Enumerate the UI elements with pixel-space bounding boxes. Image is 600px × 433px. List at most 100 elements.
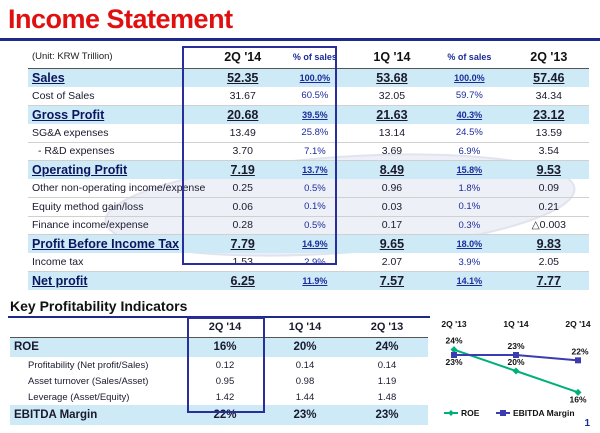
legend-marker <box>500 410 506 416</box>
kpi-value-cell: 23% <box>346 405 428 425</box>
value-cell: 8.49 <box>353 160 431 179</box>
kpi-value-cell: 0.12 <box>215 359 235 371</box>
unit-label: (Unit: KRW Trillion) <box>28 46 210 69</box>
row-label: Net profit <box>28 271 210 290</box>
col-header-2q14: 2Q '14 <box>209 46 277 69</box>
value-cell: 53.68 <box>353 68 431 87</box>
data-label: 20% <box>507 357 524 367</box>
value-cell: 34.34 <box>508 86 589 106</box>
chart-category-label: 2Q '13 <box>441 319 466 329</box>
pct-cell: 2.9% <box>276 253 354 272</box>
table-row: Income tax 1.53 2.9% 2.07 3.9% 2.05 <box>28 253 589 272</box>
title-rule <box>0 38 600 41</box>
value-cell: 7.57 <box>353 271 431 290</box>
col-header-pct-2q14: % of sales <box>276 46 354 69</box>
value-cell: 52.35 <box>209 68 277 87</box>
value-cell: 31.67 <box>209 86 277 106</box>
data-label: 23% <box>445 357 462 367</box>
table-row: Profit Before Income Tax 7.79 14.9% 9.65 18.… <box>28 234 589 253</box>
kpi-rule <box>8 316 430 318</box>
kpi-row-label: Profitability (Net profit/Sales) <box>28 359 149 371</box>
row-label: Profit Before Income Tax <box>28 234 210 253</box>
kpi-value-cell: 22% <box>186 405 264 425</box>
income-statement-table: (Unit: KRW Trillion) 2Q '14 % of sales 1… <box>28 46 589 290</box>
table-row: - R&D expenses 3.70 7.1% 3.69 6.9% 3.54 <box>28 142 589 161</box>
chart-category-label: 1Q '14 <box>503 319 528 329</box>
kpi-header-row: 2Q '14 1Q '14 2Q '13 <box>10 318 428 338</box>
kpi-value-cell: 1.42 <box>215 391 235 403</box>
value-cell: 9.83 <box>508 234 589 253</box>
pct-cell: 14.1% <box>430 271 509 290</box>
row-label: Gross Profit <box>28 105 210 124</box>
pct-cell: 0.5% <box>276 179 354 198</box>
kpi-col-2q14: 2Q '14 <box>186 318 264 338</box>
pct-cell: 18.0% <box>430 234 509 253</box>
kpi-value-cell: 0.98 <box>295 375 315 387</box>
ebitda-point <box>575 357 581 364</box>
value-cell: 57.46 <box>508 68 589 87</box>
table-row: Cost of Sales 31.67 60.5% 32.05 59.7% 34.34 <box>28 86 589 106</box>
pct-cell: 0.1% <box>430 197 509 217</box>
value-cell: 2.07 <box>353 253 431 272</box>
pct-cell: 3.9% <box>430 253 509 272</box>
pct-cell: 0.3% <box>430 216 509 235</box>
pct-cell: 15.8% <box>430 160 509 179</box>
value-cell: 3.54 <box>508 142 589 161</box>
table-row: Net profit 6.25 11.9% 7.57 14.1% 7.77 <box>28 271 589 290</box>
value-cell: 21.63 <box>353 105 431 124</box>
table-row: Operating Profit 7.19 13.7% 8.49 15.8% 9.53 <box>28 160 589 179</box>
value-cell: 0.21 <box>508 197 589 217</box>
pct-cell: 100.0% <box>430 68 509 87</box>
pct-cell: 59.7% <box>430 86 509 106</box>
value-cell: 13.14 <box>353 123 431 143</box>
pct-cell: 24.5% <box>430 123 509 143</box>
table-row: Other non-operating income/expense 0.25 0.… <box>28 179 589 198</box>
pct-cell: 0.1% <box>276 197 354 217</box>
data-label: 24% <box>445 336 462 346</box>
kpi-line-chart: 2Q '13 1Q '14 2Q '14 24% 20% 16% 23% 23% 22% ROE E… <box>441 319 590 418</box>
kpi-value-cell: 0.95 <box>215 375 235 387</box>
col-header-pct-1q14: % of sales <box>430 46 509 69</box>
value-cell: 1.53 <box>209 253 277 272</box>
value-cell: 7.77 <box>508 271 589 290</box>
roe-point <box>450 346 458 354</box>
kpi-value-cell: 20% <box>264 337 346 357</box>
kpi-row: ROE 16% 20% 24% <box>10 337 428 357</box>
row-label: - R&D expenses <box>28 142 210 161</box>
pct-cell: 60.5% <box>276 86 354 106</box>
kpi-row-label: ROE <box>10 337 186 357</box>
kpi-table: 2Q '14 1Q '14 2Q '13 ROE 16% 20% 24% Profita… <box>10 318 428 425</box>
col-header-1q14: 1Q '14 <box>353 46 431 69</box>
kpi-col-1q14: 1Q '14 <box>264 318 346 338</box>
page-number: 1 <box>584 418 590 429</box>
kpi-row: EBITDA Margin 22% 23% 23% <box>10 405 428 425</box>
pct-cell: 0.5% <box>276 216 354 235</box>
value-cell: 0.25 <box>209 179 277 198</box>
table-row: Gross Profit 20.68 39.5% 21.63 40.3% 23.12 <box>28 105 589 124</box>
kpi-row-label: EBITDA Margin <box>10 405 186 425</box>
row-label: Finance income/expense <box>28 216 210 235</box>
row-label: Operating Profit <box>28 160 210 179</box>
value-cell: 9.53 <box>508 160 589 179</box>
data-label: 22% <box>571 346 588 356</box>
row-label: SG&A expenses <box>28 123 210 143</box>
roe-point <box>574 388 582 396</box>
data-label: 16% <box>569 394 586 404</box>
pct-cell: 100.0% <box>276 68 354 87</box>
value-cell: 7.19 <box>209 160 277 179</box>
value-cell: 0.06 <box>209 197 277 217</box>
ebitda-point <box>513 352 519 358</box>
kpi-value-cell: 1.48 <box>377 391 397 403</box>
kpi-value-cell: 1.19 <box>377 375 397 387</box>
kpi-row: Profitability (Net profit/Sales) 0.12 0.14… <box>10 357 428 373</box>
value-cell: 13.59 <box>508 123 589 143</box>
pct-cell: 39.5% <box>276 105 354 124</box>
pct-cell: 7.1% <box>276 142 354 161</box>
col-header-2q13: 2Q '13 <box>508 46 589 69</box>
pct-cell: 25.8% <box>276 123 354 143</box>
value-cell: 2.05 <box>508 253 589 272</box>
table-row: SG&A expenses 13.49 25.8% 13.14 24.5% 13.59 <box>28 123 589 143</box>
value-cell: 0.09 <box>508 179 589 198</box>
data-label: 23% <box>507 341 524 351</box>
pct-cell: 13.7% <box>276 160 354 179</box>
